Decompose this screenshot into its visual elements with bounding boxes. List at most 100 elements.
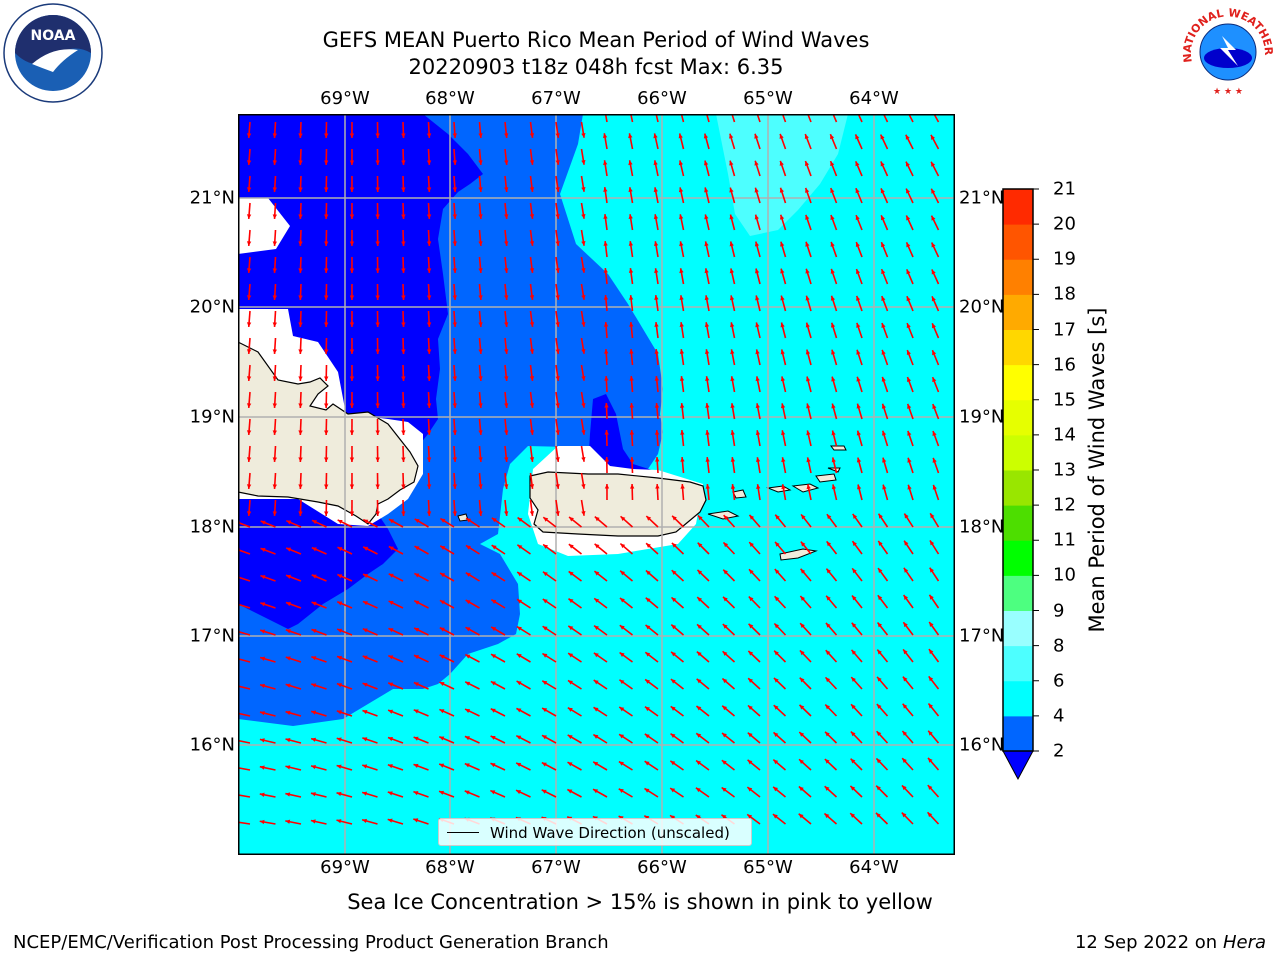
- wave-direction-arrowhead: [805, 214, 810, 220]
- wave-direction-arrowhead: [324, 376, 329, 381]
- wave-direction-arrowhead: [401, 349, 406, 354]
- island-st-croix: [779, 548, 818, 561]
- wave-direction-arrowhead: [902, 758, 907, 763]
- wave-direction-arrowhead: [529, 376, 535, 381]
- lon-label-top: 67°W: [531, 88, 581, 109]
- wave-direction-arrowhead: [831, 484, 837, 490]
- wave-direction-arrowhead: [830, 295, 836, 301]
- wave-direction-arrowhead: [272, 430, 277, 435]
- wave-direction-arrowhead: [876, 785, 881, 791]
- wave-direction-arrowhead: [529, 430, 535, 435]
- wave-direction-arrowhead: [529, 133, 535, 138]
- wave-direction-arrowhead: [375, 295, 380, 300]
- wave-direction-arrowhead: [336, 683, 342, 688]
- wave-direction-arrowhead: [272, 457, 277, 462]
- wave-direction-arrowhead: [478, 241, 483, 246]
- wave-direction-arrowhead: [781, 484, 786, 490]
- colorbar-tick-label: 4: [1053, 705, 1065, 727]
- wave-direction-arrowhead: [517, 517, 523, 522]
- wave-direction-arrowhead: [567, 734, 573, 740]
- wave-direction-arrowhead: [679, 241, 684, 247]
- wave-direction-arrowhead: [729, 241, 734, 247]
- wave-direction-arrowhead: [644, 815, 650, 820]
- chart-title: GEFS MEAN Puerto Rico Mean Period of Win…: [322, 28, 870, 52]
- wave-direction-arrowhead: [555, 295, 560, 300]
- colorbar-segment: [1003, 575, 1033, 611]
- wave-direction-arrowhead: [754, 214, 759, 220]
- wave-direction-arrowhead: [349, 160, 355, 165]
- wave-direction-arrowhead: [349, 484, 355, 489]
- wave-direction-arrowhead: [388, 709, 394, 714]
- wave-direction-arrowhead: [781, 457, 786, 463]
- wave-direction-arrowhead: [850, 813, 856, 818]
- wave-direction-arrowhead: [491, 572, 497, 577]
- wave-direction-arrowhead: [670, 679, 676, 684]
- wave-direction-arrowhead: [855, 215, 860, 221]
- legend-line-sample: [447, 832, 479, 833]
- wave-direction-arrowhead: [286, 520, 292, 525]
- wave-direction-arrowhead: [336, 710, 342, 715]
- wave-direction-arrowhead: [646, 543, 651, 548]
- wave-direction-arrowhead: [246, 268, 252, 273]
- wave-direction-arrowhead: [880, 188, 885, 194]
- wave-direction-arrowhead: [246, 349, 252, 354]
- wave-direction-arrowhead: [928, 649, 934, 655]
- wave-direction-arrowhead: [645, 679, 651, 684]
- wave-direction-arrow: [238, 548, 251, 555]
- wave-direction-arrowhead: [555, 214, 560, 219]
- wave-direction-arrowhead: [504, 160, 509, 165]
- wave-direction-arrowhead: [730, 376, 735, 382]
- wave-direction-arrowhead: [931, 242, 936, 248]
- wave-direction-arrowhead: [628, 214, 633, 219]
- wave-direction-arrowhead: [272, 268, 277, 273]
- wave-direction-arrowhead: [491, 599, 497, 604]
- wave-direction-arrowhead: [697, 624, 702, 629]
- wave-direction-arrowhead: [478, 322, 483, 327]
- wave-direction-arrowhead: [504, 457, 509, 462]
- wave-direction-arrowhead: [311, 547, 317, 552]
- wave-direction-arrowhead: [452, 295, 457, 300]
- wave-direction-arrowhead: [705, 376, 710, 381]
- wave-direction-arrowhead: [824, 813, 830, 819]
- wave-direction-arrowhead: [388, 546, 394, 551]
- wave-direction-arrowhead: [349, 403, 355, 408]
- wave-direction-arrowhead: [722, 651, 728, 656]
- footer-machine: Hera: [1222, 932, 1266, 953]
- wave-direction-arrowhead: [542, 598, 548, 604]
- wave-direction-arrowhead: [555, 511, 560, 516]
- wave-direction-arrowhead: [272, 241, 277, 246]
- wave-direction-arrowhead: [876, 758, 882, 764]
- wave-direction-arrowhead: [903, 622, 908, 628]
- wave-direction-arrowhead: [729, 214, 734, 220]
- wave-direction-arrowhead: [653, 160, 658, 166]
- wave-direction-arrowhead: [272, 376, 277, 381]
- wave-direction-arrowhead: [362, 737, 368, 742]
- wave-direction-arrowhead: [285, 683, 291, 688]
- wave-direction-arrowhead: [452, 457, 457, 462]
- wave-direction-arrowhead: [490, 736, 496, 740]
- wave-direction-arrowhead: [541, 762, 547, 767]
- wave-direction-arrowhead: [259, 819, 265, 825]
- wave-direction-arrowhead: [880, 134, 885, 140]
- wave-direction-arrowhead: [653, 241, 659, 247]
- wave-direction-arrowhead: [581, 321, 586, 327]
- wave-direction-arrowhead: [246, 376, 252, 381]
- wave-direction-arrowhead: [246, 484, 252, 489]
- wave-direction-arrowhead: [655, 457, 660, 462]
- wave-direction-arrowhead: [705, 430, 710, 435]
- wave-direction-arrowhead: [878, 513, 883, 519]
- wave-direction-arrowhead: [780, 322, 785, 328]
- wave-direction-arrowhead: [541, 789, 547, 794]
- wave-direction-arrowhead: [722, 732, 727, 738]
- wave-direction-arrowhead: [555, 349, 560, 354]
- wave-direction-arrowhead: [604, 349, 609, 354]
- wave-direction-arrowhead: [387, 764, 393, 769]
- wave-direction-arrowhead: [555, 268, 560, 273]
- wave-direction-arrowhead: [653, 133, 658, 139]
- wave-direction-arrowhead: [722, 624, 728, 629]
- wave-direction-arrowhead: [452, 376, 457, 381]
- wave-direction-arrowhead: [671, 624, 677, 630]
- wave-direction-arrowhead: [696, 678, 702, 684]
- wave-direction-arrowhead: [439, 790, 445, 795]
- wave-direction-arrowhead: [504, 430, 509, 435]
